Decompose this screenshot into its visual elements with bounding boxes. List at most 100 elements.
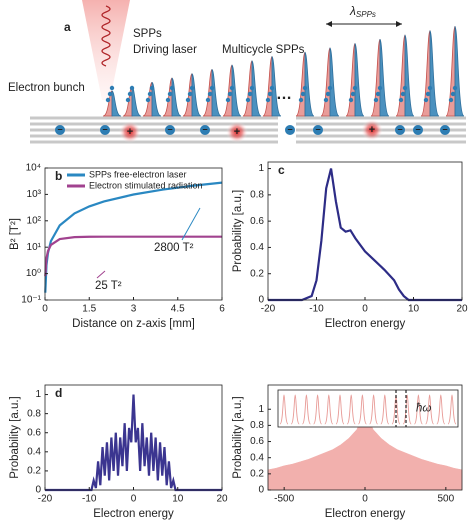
y-axis-label: Probability [a.u.]: [9, 396, 21, 478]
electron: [189, 85, 195, 91]
inset-peak: [413, 394, 423, 425]
electron: [247, 91, 253, 97]
panel-label: d: [55, 386, 62, 400]
inset-peak: [425, 394, 435, 425]
spp-peak-back: [429, 30, 440, 117]
x-tick-label: 4.5: [171, 304, 185, 315]
line: [45, 394, 222, 492]
y-tick-label: 10⁻¹: [21, 295, 41, 306]
bunch-label: Electron bunch: [8, 82, 85, 94]
legend-label: Electron stimulated radiation: [89, 180, 203, 190]
spp-peak-back: [271, 56, 282, 117]
inset-peak: [447, 394, 457, 425]
minus-sign: −: [102, 124, 107, 134]
y-tick-label: 10¹: [27, 242, 42, 253]
electron: [373, 97, 379, 103]
electron: [402, 85, 408, 91]
x-axis-label: Electron energy: [325, 318, 406, 330]
spp-peak-front: [222, 64, 233, 117]
minus-sign: −: [167, 124, 172, 134]
y-tick-label: 0: [35, 485, 41, 496]
spp-peak-front: [445, 26, 456, 117]
ion-plus: +: [234, 126, 240, 138]
ion-plus: +: [127, 126, 133, 138]
inset-peak: [369, 394, 379, 425]
x-tick-label: 0: [131, 494, 137, 505]
y-tick-label: 1: [258, 163, 264, 174]
electron: [350, 91, 356, 97]
electron: [267, 91, 273, 97]
x-tick-label: 3: [131, 304, 137, 315]
y-tick-label: 0.8: [250, 420, 264, 431]
electron-minus: [200, 125, 210, 135]
x-tick-label: 0: [362, 494, 368, 505]
annotation-leader: [181, 207, 201, 241]
x-axis-label: Distance on z-axis [mm]: [72, 318, 195, 330]
electron-minus: [55, 125, 65, 135]
y-tick-label: 0: [258, 295, 264, 306]
electron-minus: [313, 125, 323, 135]
y-tick-label: 0.6: [250, 436, 264, 447]
electron-minus: [440, 125, 450, 135]
x-axis-label: Electron energy: [93, 508, 174, 520]
x-tick-label: -500: [274, 494, 294, 505]
electron: [265, 97, 271, 103]
spp-peak-back: [454, 26, 465, 117]
electron: [452, 85, 458, 91]
spp-peak-back: [404, 34, 415, 117]
chart-b: 0 1.5 3 4.5 6 10⁻¹ 10⁰ 10¹ 10² 10³ 10⁴ Distance on …: [9, 163, 225, 330]
inset-peak: [402, 394, 412, 425]
spp-peak-back: [231, 64, 242, 117]
electron: [302, 85, 308, 91]
y-tick-label: 0.2: [27, 466, 41, 477]
annotation-leader: [96, 270, 106, 279]
y-axis-label: B² [T²]: [9, 218, 21, 250]
electron: [298, 97, 304, 103]
y-tick-label: 10³: [27, 189, 42, 200]
laser-wave: [101, 5, 111, 67]
spp-peak-front: [162, 77, 173, 117]
inset-peak: [357, 394, 367, 425]
spp-peak-front: [420, 30, 431, 117]
electron: [425, 91, 431, 97]
spp-peak-back: [251, 60, 262, 117]
inset-peak: [324, 394, 334, 425]
x-tick-label: 500: [437, 494, 454, 505]
chart-d: -20 -10 0 10 20 0 0.2 0.4 0.6 0.8 1 Electron energy…: [9, 384, 228, 520]
electron-minus: [100, 125, 110, 135]
ellipsis: …: [276, 86, 292, 103]
electron: [129, 85, 135, 91]
electron: [109, 85, 115, 91]
y-axis-label: Probability [a.u.]: [232, 396, 244, 478]
electron: [300, 91, 306, 97]
electron: [398, 97, 404, 103]
electron-minus: [395, 125, 405, 135]
y-tick-label: 10⁴: [26, 163, 41, 174]
y-tick-label: 10⁰: [26, 268, 41, 279]
y-tick-label: 0.2: [250, 268, 264, 279]
wavelength-symbol: λ: [349, 4, 356, 18]
electron: [269, 85, 275, 91]
panel-label: a: [64, 20, 71, 34]
electron: [125, 97, 131, 103]
minus-sign: −: [202, 124, 207, 134]
x-axis-label: Electron energy: [325, 508, 406, 520]
electron: [448, 97, 454, 103]
electron: [348, 97, 354, 103]
electron-minus: [413, 125, 423, 135]
x-tick-label: -10: [309, 304, 324, 315]
electron: [327, 85, 333, 91]
y-tick-label: 0.2: [250, 468, 264, 479]
spp-peak-back: [329, 47, 340, 117]
y-axis-label: Probability [a.u.]: [232, 190, 244, 272]
spp-peak-back: [191, 73, 202, 117]
electron-minus: [285, 125, 295, 135]
minus-sign: −: [57, 124, 62, 134]
x-tick-label: 20: [216, 494, 228, 505]
x-tick-label: -20: [38, 494, 53, 505]
ion-glow: [361, 119, 383, 141]
spp-peak-back: [379, 38, 390, 117]
electron: [400, 91, 406, 97]
electron: [167, 91, 173, 97]
